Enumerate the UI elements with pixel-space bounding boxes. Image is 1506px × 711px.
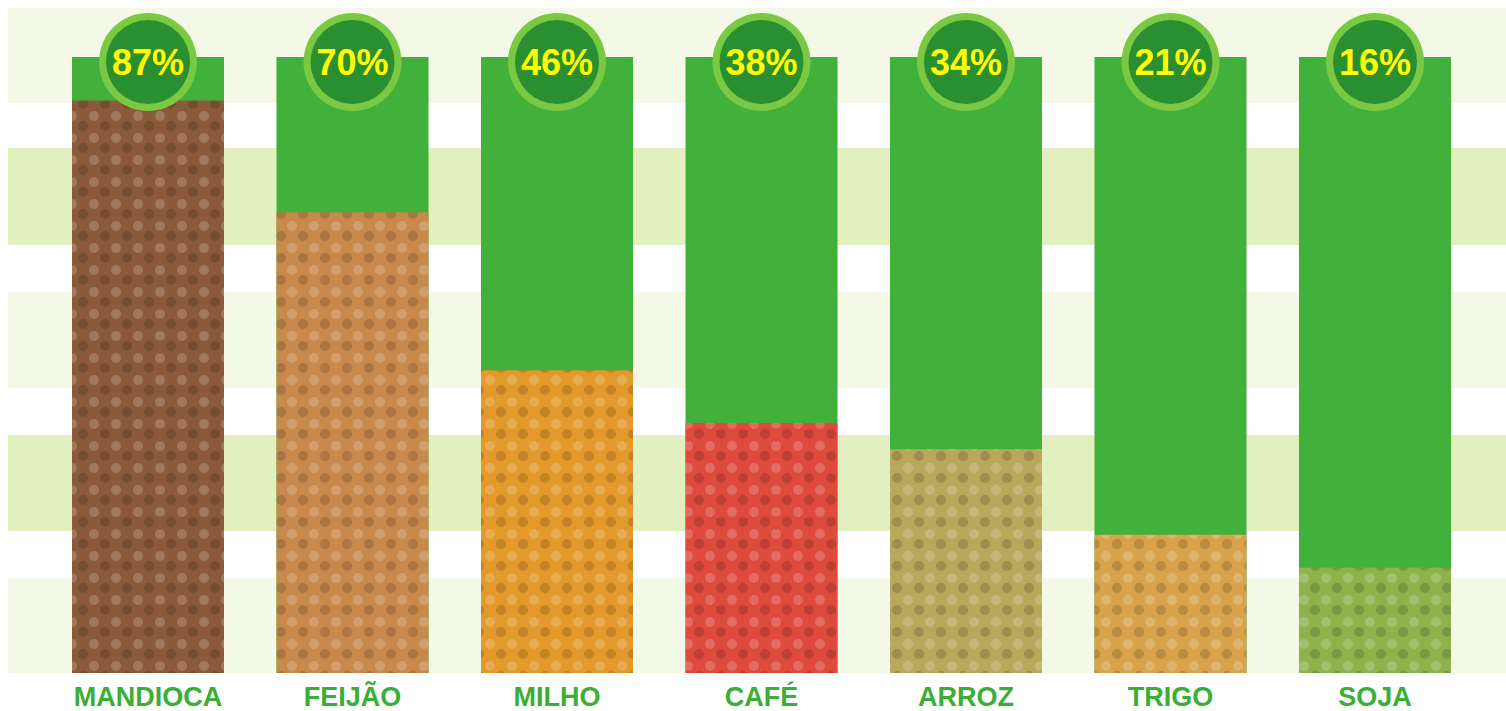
category-label: MILHO bbox=[514, 682, 601, 711]
column-background bbox=[686, 57, 838, 673]
badge bbox=[1129, 20, 1213, 104]
category-label: TRIGO bbox=[1128, 682, 1214, 711]
badge-ring bbox=[1326, 13, 1424, 111]
badge-ring bbox=[713, 13, 811, 111]
category-label: CAFÉ bbox=[725, 681, 799, 711]
bar bbox=[277, 212, 429, 673]
badge bbox=[311, 20, 395, 104]
category-label: SOJA bbox=[1338, 682, 1412, 711]
category-label: MANDIOCA bbox=[74, 682, 223, 711]
badge bbox=[106, 20, 190, 104]
data-label: 16% bbox=[1339, 42, 1411, 83]
bar bbox=[890, 449, 1042, 673]
bar bbox=[1095, 535, 1247, 673]
bar bbox=[481, 370, 633, 673]
data-label: 34% bbox=[930, 42, 1002, 83]
data-label: 21% bbox=[1134, 42, 1206, 83]
data-label: 46% bbox=[521, 42, 593, 83]
column-background bbox=[890, 57, 1042, 673]
column-background bbox=[277, 57, 429, 673]
badge bbox=[720, 20, 804, 104]
badge-ring bbox=[304, 13, 402, 111]
bars bbox=[72, 101, 1451, 673]
data-label: 70% bbox=[316, 42, 388, 83]
badge bbox=[515, 20, 599, 104]
background-band bbox=[8, 8, 1506, 103]
column-background bbox=[1095, 57, 1247, 673]
data-label: 87% bbox=[112, 42, 184, 83]
badge-ring bbox=[99, 13, 197, 111]
bar bbox=[1299, 568, 1451, 673]
column-background bbox=[481, 57, 633, 673]
bar bbox=[72, 101, 224, 673]
badge bbox=[1333, 20, 1417, 104]
badge-ring bbox=[508, 13, 606, 111]
column-background bbox=[1299, 57, 1451, 673]
column-background bbox=[72, 57, 224, 673]
category-label: FEIJÃO bbox=[304, 681, 402, 711]
data-label: 38% bbox=[725, 42, 797, 83]
badge bbox=[924, 20, 1008, 104]
bar bbox=[686, 423, 838, 673]
chart: 87% 70% 46% 38% 34% 21% 16% MANDIOCA FEIJÃO MILHO… bbox=[0, 0, 1506, 711]
badge-ring bbox=[1122, 13, 1220, 111]
category-label: ARROZ bbox=[918, 682, 1014, 711]
badge-ring bbox=[917, 13, 1015, 111]
